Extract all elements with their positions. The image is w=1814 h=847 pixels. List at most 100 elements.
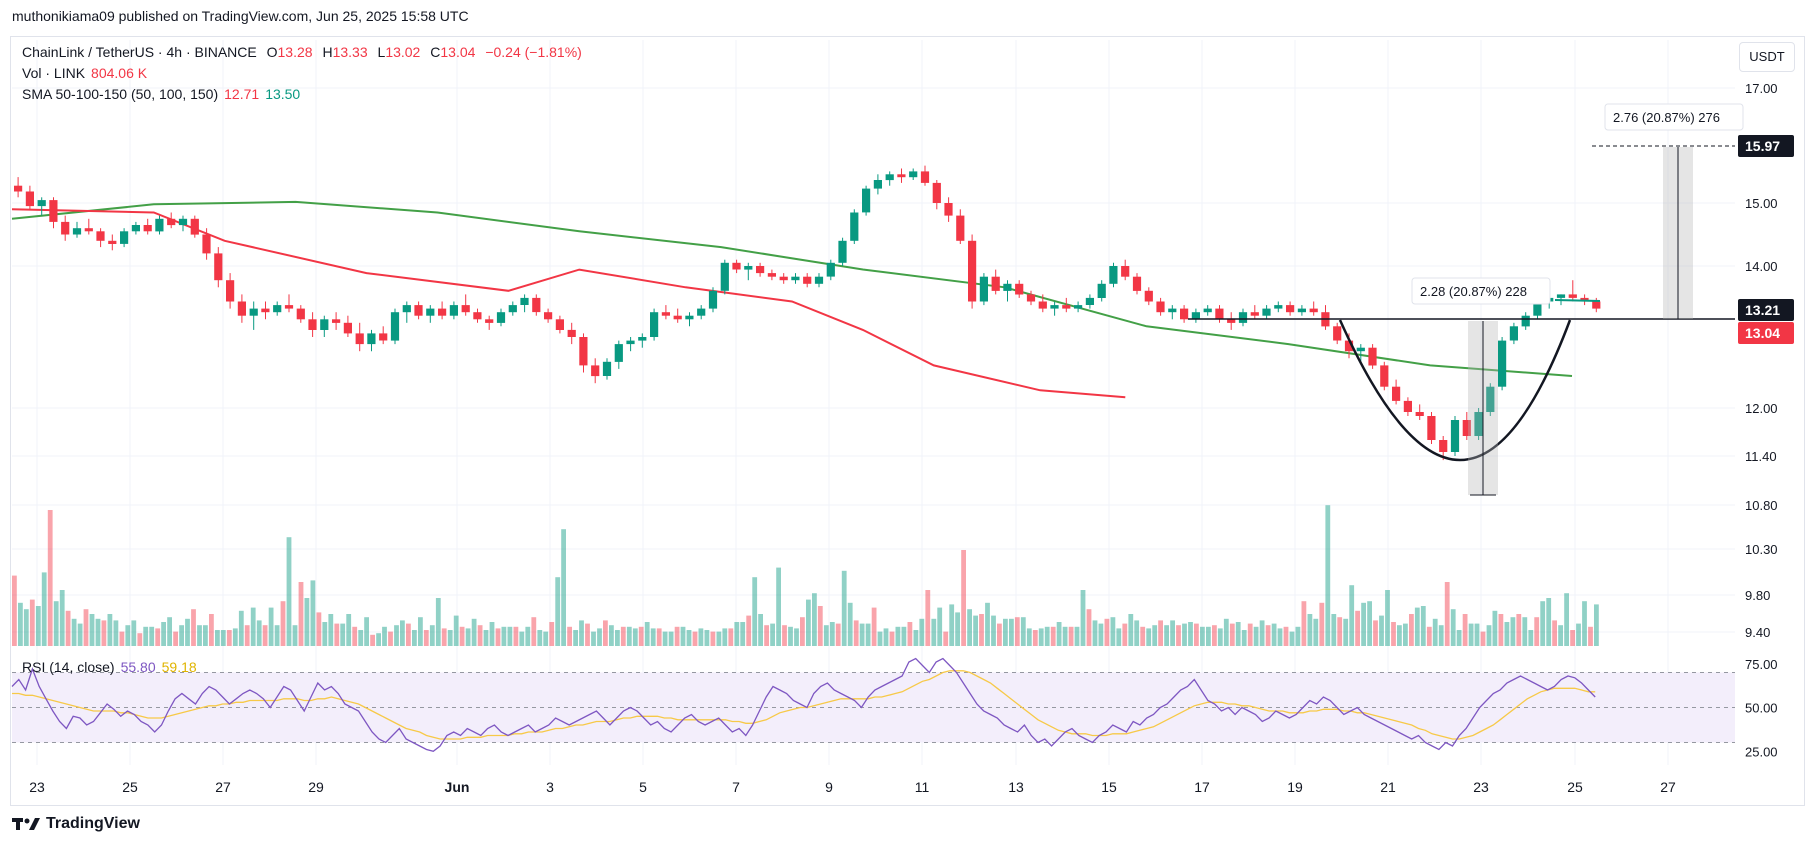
rsi-label[interactable]: RSI (14, close) <box>22 659 115 675</box>
candle-body <box>791 276 800 281</box>
volume-bar <box>877 631 883 646</box>
candle-body <box>108 240 117 244</box>
candle-body <box>414 305 423 316</box>
volume-bar <box>997 623 1002 646</box>
volume-bar <box>477 625 483 646</box>
candle-body <box>438 308 447 316</box>
volume-bar <box>352 626 358 646</box>
volume-bar <box>1594 604 1599 646</box>
candle-body <box>1368 347 1377 366</box>
volume-bar <box>1289 631 1295 646</box>
measure-label-target: 2.76 (20.87%) 276 <box>1613 110 1720 125</box>
volume-bar <box>1534 617 1540 646</box>
volume-bar <box>161 622 166 646</box>
candle-body <box>1191 312 1200 320</box>
candle-body <box>1474 412 1483 436</box>
rsi-ma-line <box>12 670 1596 740</box>
volume-label[interactable]: Vol · LINK <box>22 65 86 81</box>
open-label: O <box>266 44 278 60</box>
volume-bar <box>1164 625 1169 646</box>
volume-bar <box>591 631 596 646</box>
volume-bar <box>1325 505 1331 646</box>
volume-bar <box>1462 614 1468 646</box>
candle-body <box>355 333 364 345</box>
candle-body <box>991 276 1000 291</box>
volume-bar <box>788 626 793 646</box>
volume-bar <box>412 630 417 646</box>
volume-bar <box>817 606 823 646</box>
volume-bar <box>149 626 155 646</box>
volume-bar <box>1576 623 1581 646</box>
volume-bar <box>1504 622 1510 646</box>
candle-body <box>1344 340 1354 352</box>
candle-body <box>909 171 918 178</box>
tradingview-logo-icon <box>12 817 40 830</box>
volume-bar <box>1056 622 1062 646</box>
volume-bar <box>829 622 835 646</box>
candle-body <box>1380 365 1389 387</box>
volume-bar <box>1313 618 1319 646</box>
candle-body <box>249 308 258 316</box>
volume-bar <box>489 622 495 646</box>
candle-body <box>1132 276 1142 291</box>
volume-bar <box>1343 618 1349 646</box>
candle-body <box>1556 294 1566 298</box>
candle-body <box>1392 386 1401 401</box>
volume-bar <box>441 628 447 646</box>
volume-bar <box>29 599 35 646</box>
candle-body <box>1003 283 1012 291</box>
volume-bar <box>937 607 943 646</box>
volume-bar <box>967 609 972 646</box>
volume-bar <box>794 628 799 646</box>
volume-bar <box>615 630 620 646</box>
candle-body <box>661 312 670 316</box>
candle-body <box>14 185 23 192</box>
volume-bar <box>1301 601 1307 646</box>
volume-bar <box>991 615 996 646</box>
sma-label[interactable]: SMA 50-100-150 (50, 100, 150) <box>22 86 219 102</box>
volume-bar <box>740 622 746 646</box>
volume-bar <box>406 623 411 646</box>
volume-bar <box>1373 620 1378 646</box>
volume-bar <box>1032 630 1038 646</box>
high-label: H <box>322 44 333 60</box>
date-tick-label: 19 <box>1287 779 1303 795</box>
candle-body <box>602 361 612 376</box>
rsi-tick-label: 50.00 <box>1745 701 1778 716</box>
rsi-value-2: 59.18 <box>161 659 197 675</box>
volume-bar <box>1486 625 1492 646</box>
volume-bar <box>859 623 865 646</box>
symbol-name[interactable]: ChainLink / TetherUS · 4h · BINANCE <box>22 44 257 60</box>
date-tick-label: 3 <box>546 779 554 795</box>
volume-bar <box>531 617 537 646</box>
measure-label-cup: 2.28 (20.87%) 228 <box>1420 284 1527 299</box>
symbol-legend: ChainLink / TetherUS · 4h · BINANCE O13.… <box>22 44 582 60</box>
volume-bar <box>853 620 859 646</box>
candle-body <box>390 312 400 341</box>
candle-body <box>402 305 411 313</box>
volume-bar <box>1038 628 1044 646</box>
volume-bar <box>465 628 471 646</box>
volume-bar <box>125 625 131 646</box>
volume-bar <box>609 625 614 646</box>
candle-body <box>1286 305 1295 313</box>
volume-bar <box>483 630 489 646</box>
candle-body <box>885 174 894 181</box>
candle-body <box>226 280 235 302</box>
volume-bar <box>1212 625 1217 646</box>
candle-body <box>685 315 694 320</box>
price-tick-label: 9.80 <box>1745 588 1770 603</box>
candle-body <box>838 240 847 263</box>
volume-bar <box>418 617 423 646</box>
candle-body <box>1450 420 1460 452</box>
tradingview-logo[interactable]: TradingView <box>12 815 140 833</box>
volume-bar <box>1552 620 1557 646</box>
volume-bar <box>244 625 250 646</box>
candle-body <box>803 276 812 284</box>
volume-bar <box>1086 609 1092 646</box>
volume-bar <box>77 623 83 646</box>
measure-label-cup-box <box>1411 277 1551 305</box>
currency-button[interactable]: USDT <box>1739 42 1795 72</box>
volume-bar <box>262 625 268 646</box>
